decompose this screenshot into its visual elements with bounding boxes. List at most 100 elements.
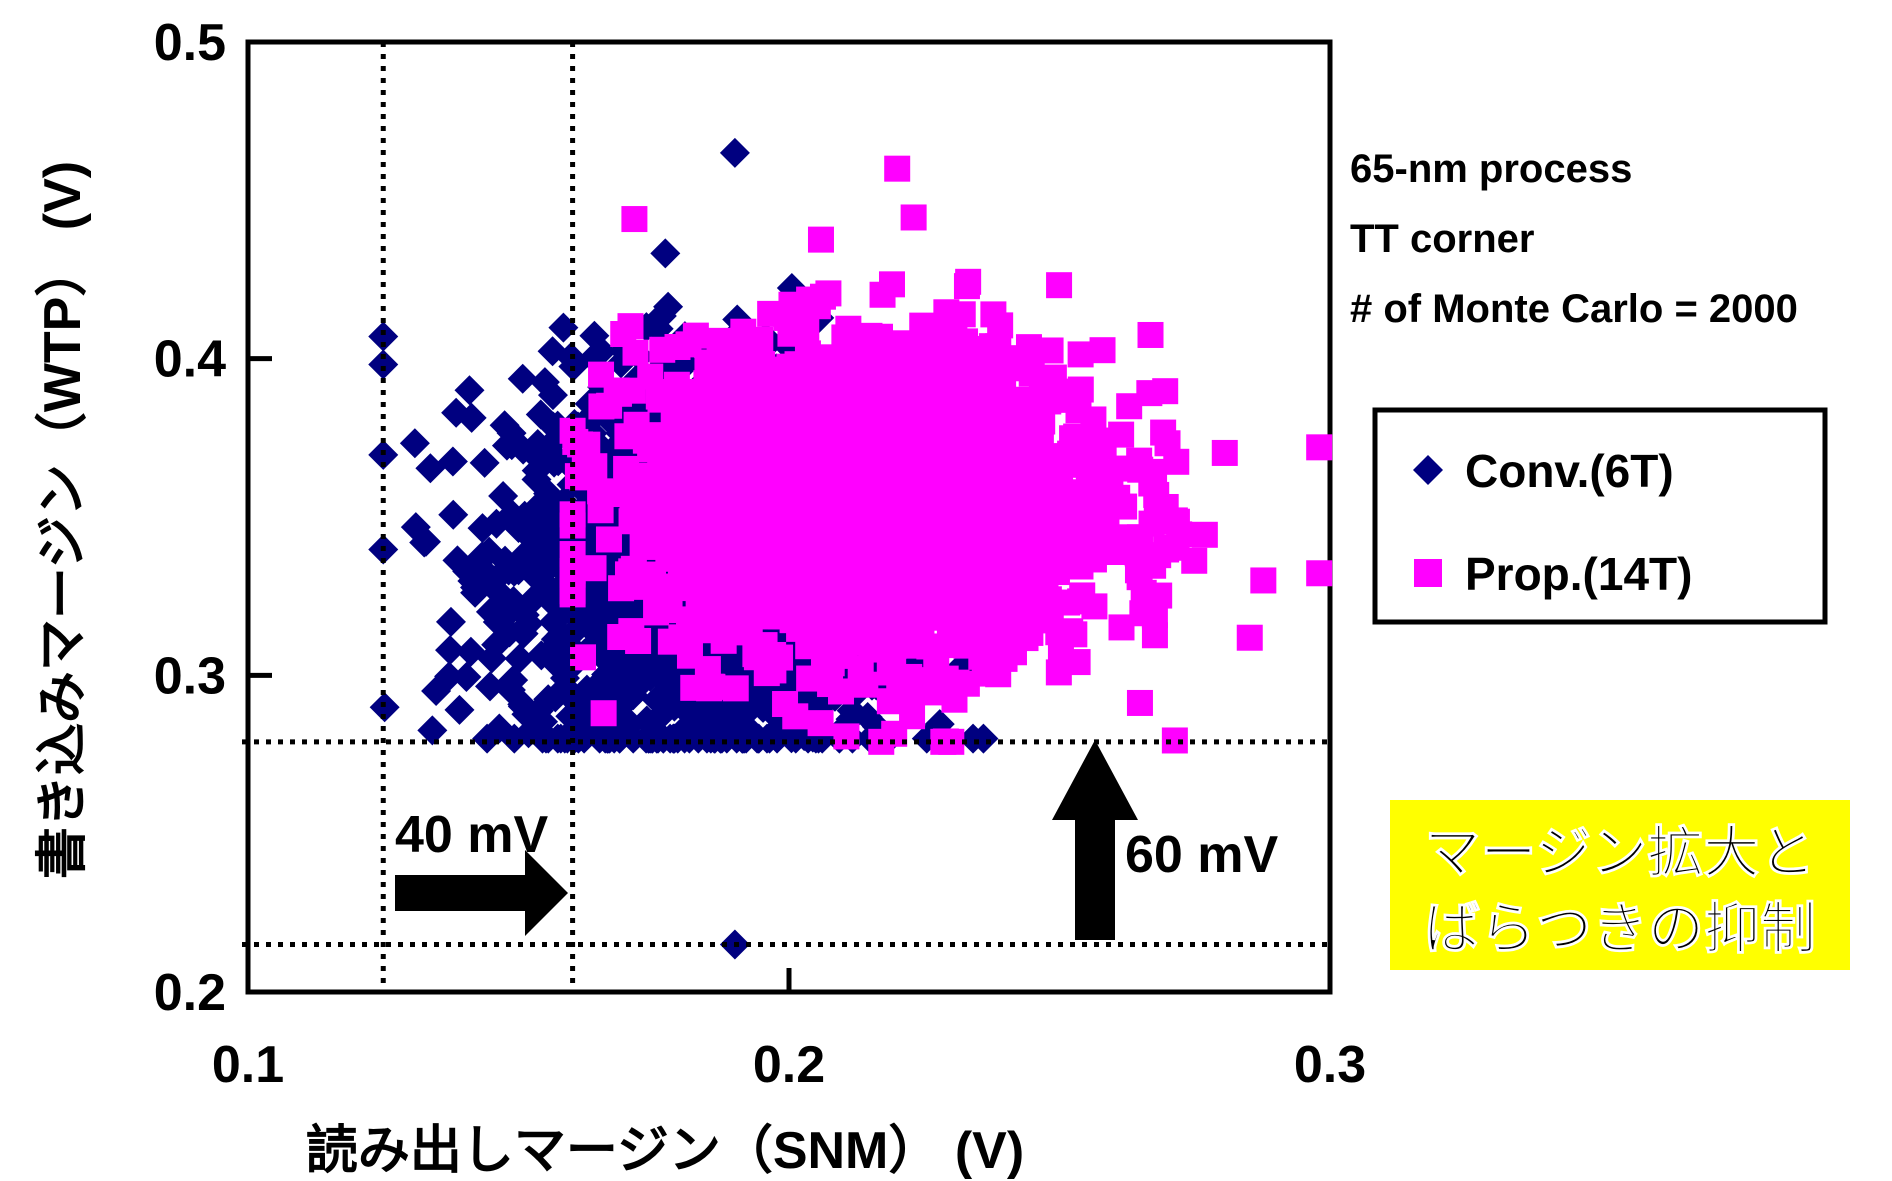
data-point [807, 226, 834, 253]
data-point [955, 268, 982, 295]
data-point [766, 380, 793, 407]
data-point [1124, 557, 1151, 584]
data-point [521, 493, 552, 524]
data-point [926, 320, 953, 347]
data-point [469, 447, 500, 478]
data-point [1236, 624, 1263, 651]
data-point [1089, 337, 1116, 364]
data-point [613, 455, 640, 482]
y-shift-label: 60 mV [1125, 826, 1279, 884]
data-point [517, 585, 548, 616]
data-point [865, 409, 892, 436]
data-point [1045, 659, 1072, 686]
data-point [861, 362, 888, 389]
data-point [368, 349, 399, 380]
data-point [1046, 272, 1073, 299]
data-point [748, 444, 775, 471]
data-point [959, 477, 986, 504]
data-point [1040, 364, 1067, 391]
data-point [604, 666, 635, 697]
data-point [509, 516, 540, 547]
data-points [368, 137, 1333, 960]
data-point [590, 700, 617, 727]
data-point [782, 703, 809, 730]
data-point [421, 676, 452, 707]
data-point [672, 575, 699, 602]
data-point [1152, 378, 1179, 405]
data-point [475, 596, 506, 627]
data-point [823, 483, 850, 510]
x-tick-label: 0.3 [1294, 1036, 1366, 1094]
legend-square-icon [1414, 559, 1442, 587]
data-point [821, 618, 848, 645]
data-point [753, 603, 780, 630]
data-point [1103, 490, 1130, 517]
data-point [835, 386, 862, 413]
data-point [525, 399, 556, 430]
data-point [1008, 345, 1035, 372]
data-point [968, 723, 999, 754]
series-prop [559, 155, 1333, 755]
data-point [1126, 689, 1153, 716]
data-point [451, 661, 482, 692]
legend-label-conv: Conv.(6T) [1465, 445, 1674, 497]
data-point [976, 628, 1003, 655]
reference-lines [242, 42, 1334, 992]
data-point [1059, 425, 1086, 452]
data-point [815, 661, 842, 688]
data-point [889, 434, 916, 461]
data-point [937, 610, 964, 637]
data-point [538, 645, 569, 676]
x-shift-label: 40 mV [395, 806, 549, 864]
data-point [1067, 553, 1094, 580]
data-point [797, 292, 824, 319]
data-point [438, 499, 469, 530]
data-point [649, 578, 676, 605]
data-point [545, 723, 576, 754]
legend-label-prop: Prop.(14T) [1465, 548, 1692, 600]
data-point [442, 545, 473, 576]
data-point [821, 521, 848, 548]
data-point [622, 339, 649, 366]
data-point [906, 506, 933, 533]
data-point [879, 469, 906, 496]
data-point [862, 336, 889, 363]
y-axis-label: 書き込みマージン（WTP） (V) [34, 161, 92, 879]
data-point [935, 476, 962, 503]
y-tick-label: 0.2 [154, 964, 226, 1022]
data-point [590, 723, 621, 754]
legend: Conv.(6T) Prop.(14T) [1372, 407, 1828, 625]
y-shift-arrow [1052, 740, 1138, 940]
data-point [595, 526, 622, 553]
data-point [890, 367, 917, 394]
data-point [863, 549, 890, 576]
data-point [1137, 321, 1164, 348]
data-point [1081, 467, 1108, 494]
data-point [957, 426, 984, 453]
data-point [784, 351, 811, 378]
data-point [1108, 614, 1135, 641]
data-point [847, 655, 874, 682]
data-point [600, 479, 627, 506]
data-point [649, 336, 676, 363]
x-axis-label: 読み出しマージン（SNM） (V) [306, 1122, 1024, 1180]
data-point [722, 356, 749, 383]
legend-box [1372, 407, 1828, 625]
data-point [1009, 591, 1036, 618]
data-point [488, 480, 519, 511]
data-point [1116, 393, 1143, 420]
data-point [537, 380, 568, 411]
data-point [760, 641, 787, 668]
data-point [1047, 464, 1074, 491]
data-point [709, 444, 736, 471]
data-point [504, 643, 535, 674]
data-point [885, 599, 912, 626]
data-point [698, 673, 725, 700]
data-point [454, 375, 485, 406]
data-point [437, 446, 468, 477]
data-point [495, 674, 526, 705]
data-point [617, 313, 644, 340]
data-point [977, 573, 1004, 600]
data-point [399, 428, 430, 459]
data-point [902, 549, 929, 576]
